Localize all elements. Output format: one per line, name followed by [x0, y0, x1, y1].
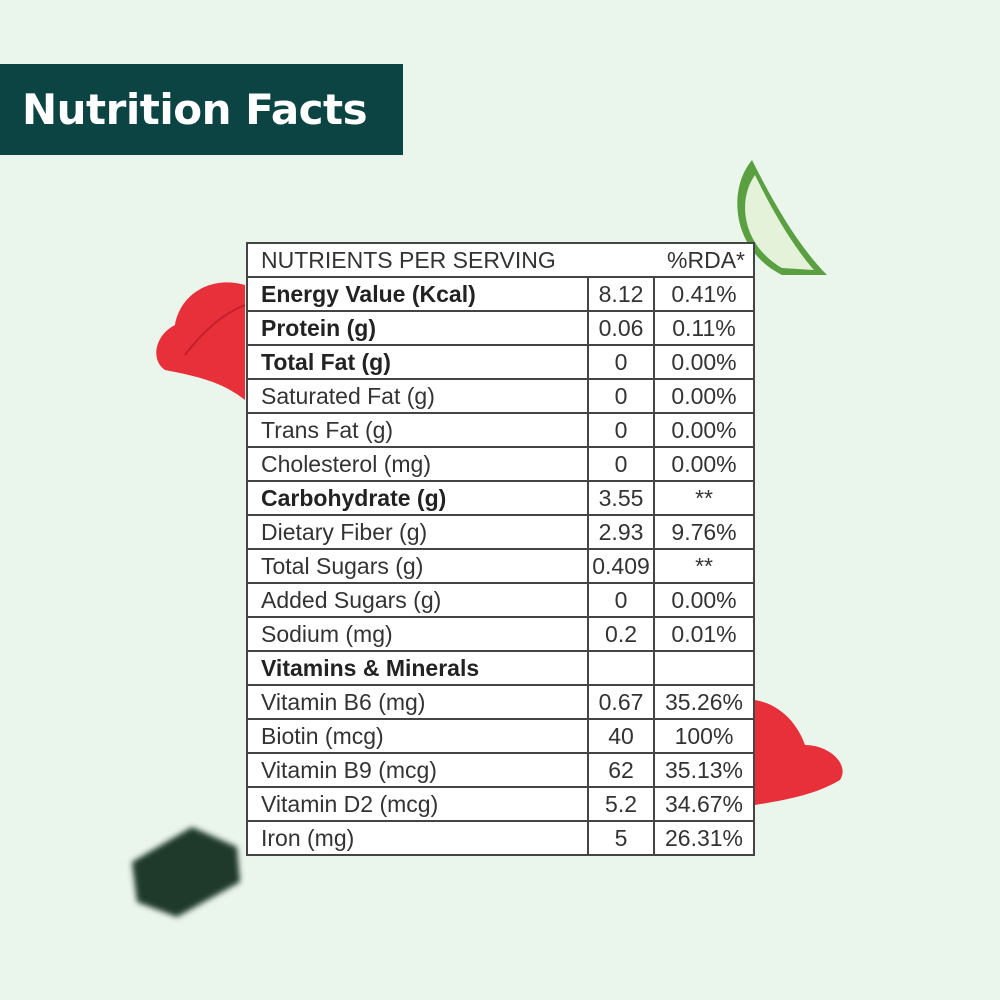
nutrient-rda: 35.13%	[653, 752, 755, 788]
header-nutrients-per-serving: NUTRIENTS PER SERVING	[245, 242, 655, 278]
table-row: Sodium (mg) 0.2 0.01%	[245, 616, 755, 652]
nutrient-value: 2.93	[587, 514, 656, 550]
table-row: Saturated Fat (g) 0 0.00%	[245, 378, 755, 414]
nutrient-name: Iron (mg)	[245, 820, 590, 856]
table-row: Total Fat (g) 0 0.00%	[245, 344, 755, 380]
nutrient-value: 40	[587, 718, 656, 754]
nutrient-value: 0.06	[587, 310, 656, 346]
nutrient-value: 5.2	[587, 786, 656, 822]
nutrient-value: 62	[587, 752, 656, 788]
nutrient-rda: 0.00%	[653, 344, 755, 380]
nutrient-rda: 9.76%	[653, 514, 755, 550]
table-row: Vitamin D2 (mcg) 5.2 34.67%	[245, 786, 755, 822]
table-row: Trans Fat (g) 0 0.00%	[245, 412, 755, 448]
nutrient-name: Energy Value (Kcal)	[245, 276, 590, 312]
table-row: Carbohydrate (g) 3.55 **	[245, 480, 755, 516]
nutrient-value: 0	[587, 446, 656, 482]
nutrient-value	[587, 650, 656, 686]
nutrient-name: Saturated Fat (g)	[245, 378, 590, 414]
table-row: Energy Value (Kcal) 8.12 0.41%	[245, 276, 755, 312]
nutrient-name: Sodium (mg)	[245, 616, 590, 652]
nutrient-value: 0.2	[587, 616, 656, 652]
nutrient-rda: 0.01%	[653, 616, 755, 652]
nutrient-value: 0.409	[587, 548, 656, 584]
nutrition-table: NUTRIENTS PER SERVING %RDA* Energy Value…	[245, 242, 755, 856]
nutrient-name: Trans Fat (g)	[245, 412, 590, 448]
nutrient-name: Added Sugars (g)	[245, 582, 590, 618]
nutrient-value: 8.12	[587, 276, 656, 312]
hibiscus-petal-left-image	[156, 282, 246, 400]
hibiscus-petal-right-image	[755, 700, 843, 805]
table-row: Total Sugars (g) 0.409 **	[245, 548, 755, 584]
table-row: Cholesterol (mg) 0 0.00%	[245, 446, 755, 482]
table-row: Iron (mg) 5 26.31%	[245, 820, 755, 856]
table-row: Vitamins & Minerals	[245, 650, 755, 686]
aloe-slice-image	[737, 160, 827, 275]
nutrient-name: Vitamins & Minerals	[245, 650, 590, 686]
nutrient-value: 3.55	[587, 480, 656, 516]
nutrient-value: 0.67	[587, 684, 656, 720]
nutrient-name: Biotin (mcg)	[245, 718, 590, 754]
nutrient-rda: **	[653, 480, 755, 516]
nutrient-rda: 100%	[653, 718, 755, 754]
nutrition-facts-banner: Nutrition Facts	[0, 64, 403, 155]
nutrient-rda: 26.31%	[653, 820, 755, 856]
nutrient-name: Vitamin D2 (mcg)	[245, 786, 590, 822]
nutrient-rda: 34.67%	[653, 786, 755, 822]
table-row: Dietary Fiber (g) 2.93 9.76%	[245, 514, 755, 550]
table-row: Protein (g) 0.06 0.11%	[245, 310, 755, 346]
nutrient-name: Vitamin B6 (mg)	[245, 684, 590, 720]
nutrient-value: 0	[587, 412, 656, 448]
nutrient-rda: 0.11%	[653, 310, 755, 346]
nutrient-rda: 0.00%	[653, 378, 755, 414]
table-row: Vitamin B6 (mg) 0.67 35.26%	[245, 684, 755, 720]
table-header-row: NUTRIENTS PER SERVING %RDA*	[245, 242, 755, 278]
table-row: Added Sugars (g) 0 0.00%	[245, 582, 755, 618]
nutrient-name: Total Fat (g)	[245, 344, 590, 380]
nutrient-value: 0	[587, 582, 656, 618]
nutrient-name: Total Sugars (g)	[245, 548, 590, 584]
nutrient-rda: 0.41%	[653, 276, 755, 312]
nutrient-name: Vitamin B9 (mcg)	[245, 752, 590, 788]
table-row: Biotin (mcg) 40 100%	[245, 718, 755, 754]
nutrient-rda: 0.00%	[653, 412, 755, 448]
nutrient-name: Protein (g)	[245, 310, 590, 346]
nutrient-rda: 0.00%	[653, 446, 755, 482]
nutrient-name: Cholesterol (mg)	[245, 446, 590, 482]
gummy-image	[132, 827, 240, 917]
nutrient-rda	[653, 650, 755, 686]
nutrient-value: 0	[587, 378, 656, 414]
nutrient-rda: **	[653, 548, 755, 584]
nutrient-rda: 0.00%	[653, 582, 755, 618]
header-rda: %RDA*	[654, 242, 755, 278]
nutrient-rda: 35.26%	[653, 684, 755, 720]
nutrient-value: 0	[587, 344, 656, 380]
nutrient-name: Dietary Fiber (g)	[245, 514, 590, 550]
table-row: Vitamin B9 (mcg) 62 35.13%	[245, 752, 755, 788]
nutrient-value: 5	[587, 820, 656, 856]
nutrient-name: Carbohydrate (g)	[245, 480, 590, 516]
